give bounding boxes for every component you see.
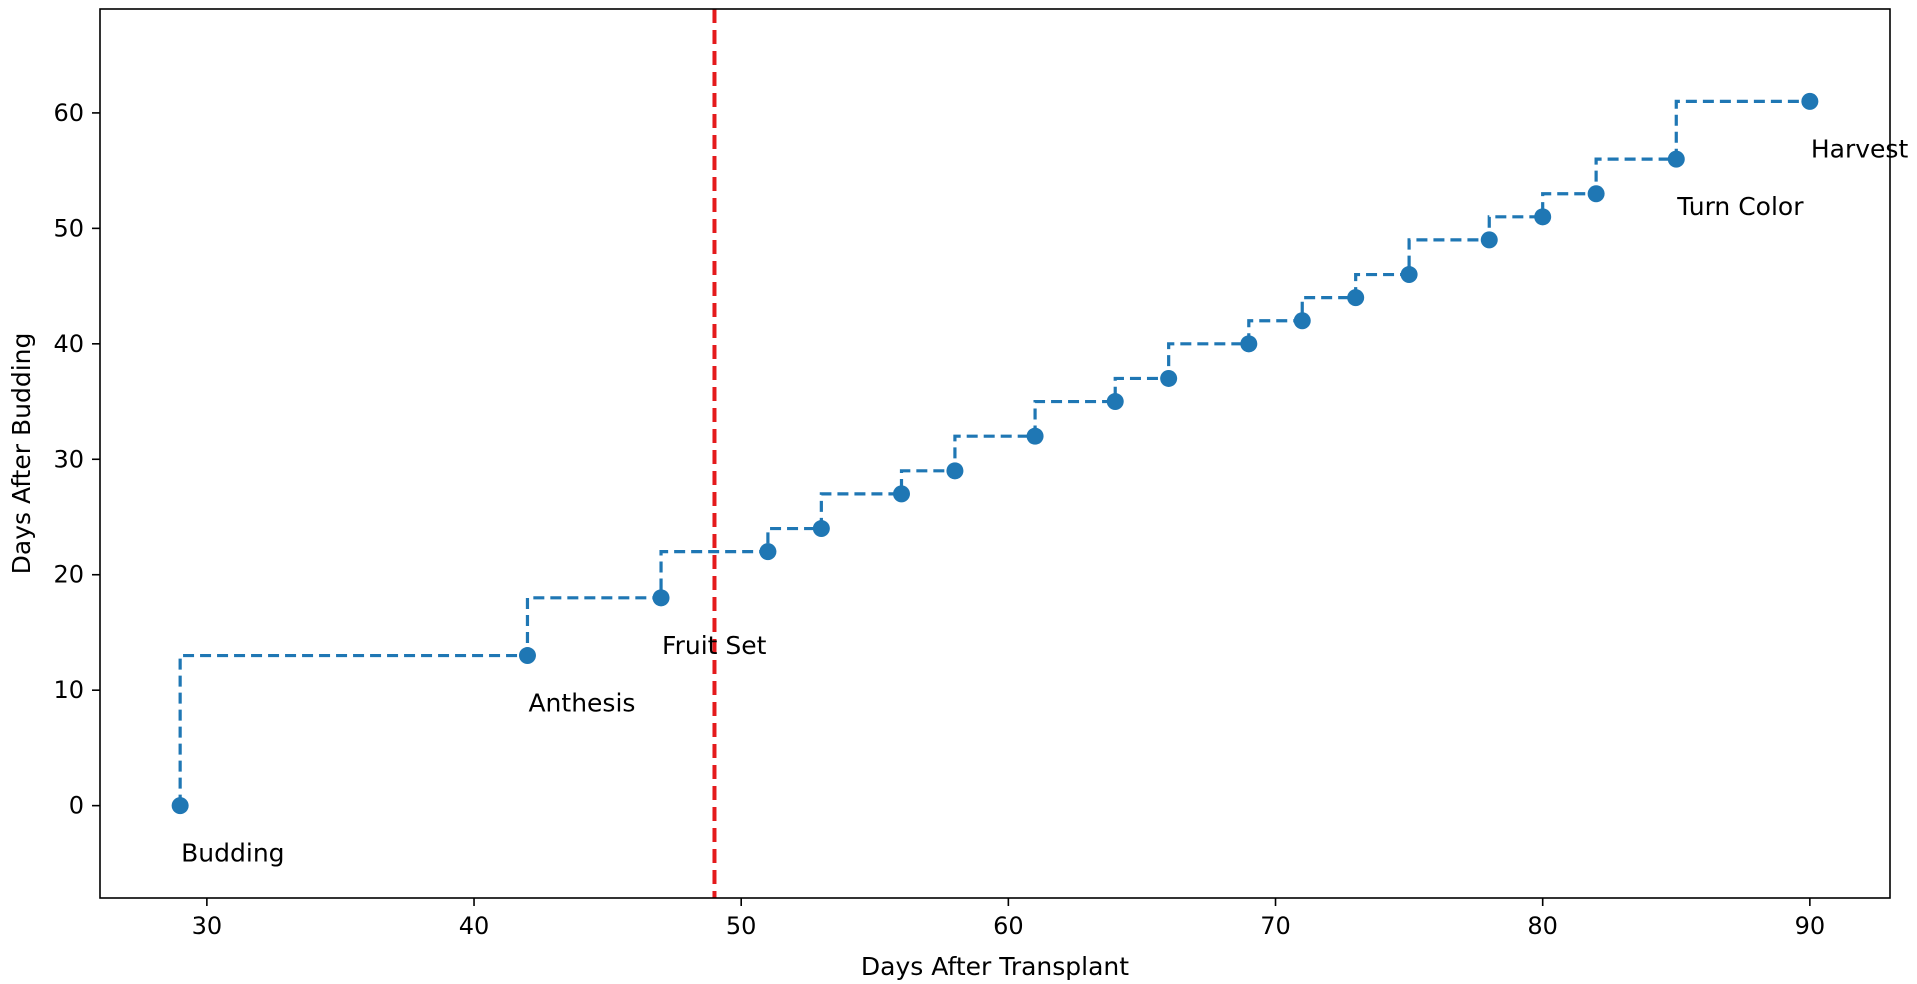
data-point xyxy=(1667,150,1685,168)
data-point xyxy=(1587,185,1605,203)
points-layer xyxy=(171,92,1819,815)
x-tick-label: 40 xyxy=(459,912,490,940)
x-axis-label: Days After Transplant xyxy=(861,952,1129,980)
data-point xyxy=(1026,427,1044,445)
y-axis-label: Days After Budding xyxy=(7,333,36,575)
y-tick-label: 60 xyxy=(53,99,84,127)
x-tick-label: 30 xyxy=(192,912,223,940)
data-point xyxy=(1106,393,1124,411)
data-point xyxy=(892,485,910,503)
x-tick-label: 80 xyxy=(1527,912,1558,940)
annotations-layer: Budding Anthesis Fruit Set Turn ColorHarves… xyxy=(181,134,1908,867)
data-point xyxy=(946,462,964,480)
annotation-label: Anthesis xyxy=(528,689,635,718)
annotation-label: Fruit Set xyxy=(662,631,767,660)
data-point xyxy=(1347,289,1365,307)
data-point xyxy=(812,520,830,538)
data-point xyxy=(1400,266,1418,284)
y-tick-label: 20 xyxy=(53,561,84,589)
y-tick-label: 30 xyxy=(53,445,84,473)
data-point xyxy=(1801,92,1819,110)
data-point xyxy=(171,797,189,815)
data-point xyxy=(1240,335,1258,353)
y-tick-label: 0 xyxy=(69,792,84,820)
annotation-label: Budding xyxy=(181,839,284,868)
data-point xyxy=(1160,369,1178,387)
y-tick-label: 10 xyxy=(53,676,84,704)
data-point xyxy=(759,543,777,561)
x-tick-label: 90 xyxy=(1795,912,1826,940)
data-point xyxy=(518,647,536,665)
x-tick-label: 70 xyxy=(1260,912,1291,940)
y-tick-label: 50 xyxy=(53,214,84,242)
annotation-label: Turn Color xyxy=(1676,192,1804,221)
axes-layer: 30 40 50 60 70 80 90 0 10 20 30 40 50 60 xyxy=(53,99,1825,940)
data-point xyxy=(1480,231,1498,249)
x-tick-label: 50 xyxy=(726,912,757,940)
data-point xyxy=(1293,312,1311,330)
plot-frame xyxy=(99,8,1891,899)
y-tick-label: 40 xyxy=(53,330,84,358)
data-point xyxy=(652,589,670,607)
data-point xyxy=(1534,208,1552,226)
x-tick-label: 60 xyxy=(993,912,1024,940)
annotation-label: Harvest xyxy=(1811,134,1909,163)
